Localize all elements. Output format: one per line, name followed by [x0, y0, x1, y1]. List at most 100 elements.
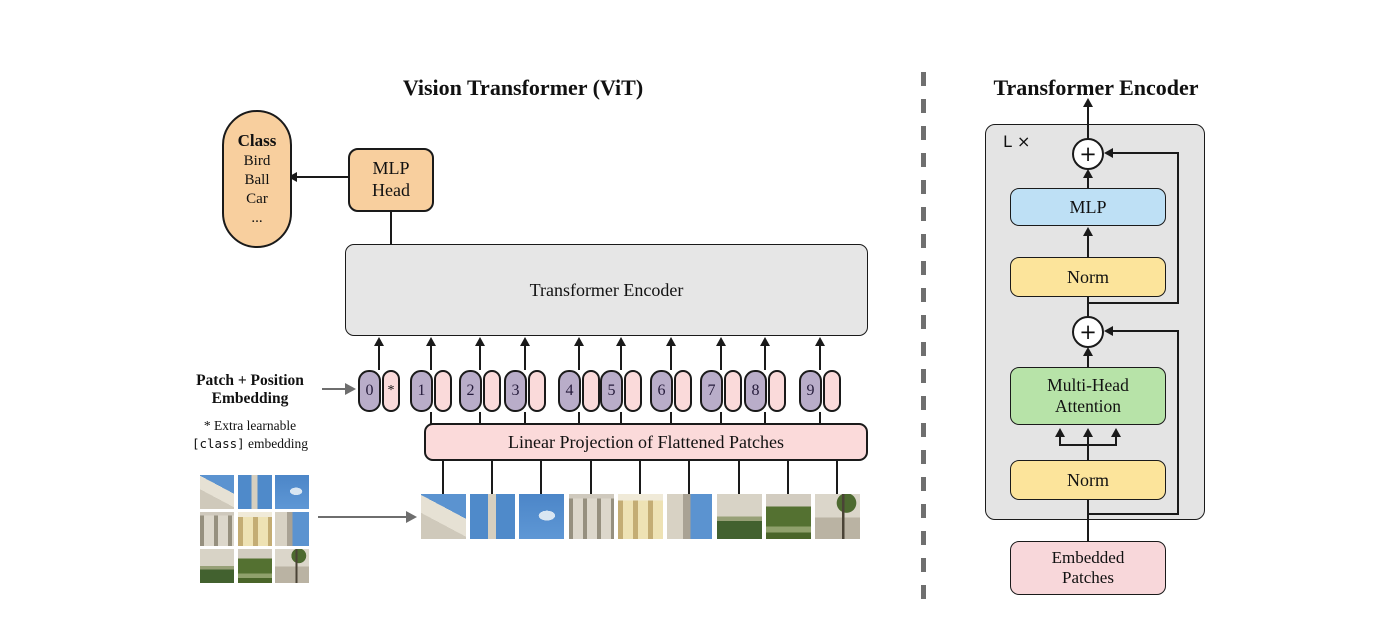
- norm-top-label: Norm: [1067, 266, 1109, 287]
- token-4: 4: [558, 370, 600, 412]
- residual-top-arrowhead: [1104, 147, 1113, 158]
- qkv-arrowhead: [1110, 428, 1121, 437]
- mlp-block: MLP: [1010, 188, 1166, 226]
- token-to-linear-line: [430, 412, 432, 424]
- token-to-linear-line: [620, 412, 622, 424]
- mlp-head-to-class-arrowhead: [288, 171, 297, 182]
- token-to-linear-line: [819, 412, 821, 424]
- mha-to-add-arrowhead: [1082, 347, 1093, 356]
- mlp-to-add-line: [1087, 177, 1089, 188]
- patch-image-yellow-palace-facade: [617, 494, 663, 539]
- mlp-block-label: MLP: [1069, 196, 1107, 217]
- patch-image-facade-and-hedge: [716, 494, 762, 539]
- token-position-pill: 5: [600, 370, 623, 412]
- embedded-patches-line: Patches: [1062, 568, 1114, 587]
- residual-bottom-branch: [1088, 513, 1179, 515]
- grid-patch-spire-and-sky: [237, 475, 272, 509]
- linear-projection-label: Linear Projection of Flattened Patches: [508, 431, 784, 452]
- mha-to-add-line: [1087, 355, 1089, 367]
- norm-block-top: Norm: [1010, 257, 1166, 297]
- patch-image-walkway-and-tree: [814, 494, 860, 539]
- norm-to-mlp-arrowhead: [1082, 227, 1093, 236]
- class-pill-heading: Class: [237, 130, 277, 150]
- grid-patch-yellow-palace-facade: [237, 512, 272, 546]
- qkv-stem: [1059, 437, 1061, 446]
- token-arrowhead-up: [665, 337, 676, 346]
- token-to-linear-line: [670, 412, 672, 424]
- linear-to-patch-line: [688, 461, 690, 494]
- mlp-head-line: Head: [372, 180, 410, 200]
- linear-projection-box: Linear Projection of Flattened Patches: [424, 423, 868, 461]
- token-arrowhead-up: [615, 337, 626, 346]
- token-position-pill: 9: [799, 370, 822, 412]
- mlp-to-add-arrowhead: [1082, 169, 1093, 178]
- left-figure-title: Vision Transformer (ViT): [402, 75, 644, 100]
- token-arrowhead-up: [519, 337, 530, 346]
- qkv-arrowhead: [1082, 428, 1093, 437]
- linear-to-patch-line: [590, 461, 592, 494]
- grid-to-patches-arrowhead: [406, 511, 417, 523]
- patch-image-cornice-and-sky: [420, 494, 466, 539]
- embedding-label-line: Embedding: [211, 390, 289, 408]
- norm-to-mlp-line: [1087, 235, 1089, 257]
- token-9: 9: [799, 370, 841, 412]
- residual-bottom-return: [1112, 330, 1179, 332]
- mlp-head-box: MLP Head: [348, 148, 434, 212]
- patch-image-sky-with-cloud: [518, 494, 564, 539]
- residual-top-side: [1177, 153, 1179, 304]
- token-arrowhead-up: [474, 337, 485, 346]
- token-3: 3: [504, 370, 546, 412]
- class-pill-item: Car: [246, 190, 268, 207]
- embedded-patches-box: Embedded Patches: [1010, 541, 1166, 595]
- class-output-pill: Class Bird Ball Car ...: [222, 110, 292, 248]
- grid-to-patches-line: [318, 515, 406, 519]
- token-patch-pill: *: [382, 370, 400, 412]
- token-arrowhead-up: [814, 337, 825, 346]
- residual-top-return: [1112, 152, 1179, 154]
- class-embedding-footnote: * Extra learnable [class] embedding: [160, 417, 340, 452]
- token-to-linear-line: [578, 412, 580, 424]
- grid-patch-garden-shrubs: [237, 549, 272, 583]
- linear-to-patch-line: [738, 461, 740, 494]
- embedding-label-line: Patch + Position: [196, 372, 304, 389]
- multi-head-attention-block: Multi-Head Attention: [1010, 367, 1166, 425]
- token-position-pill: 0: [358, 370, 381, 412]
- token-patch-pill: [624, 370, 642, 412]
- mlp-head-stem: [390, 212, 392, 244]
- token-7: 7: [700, 370, 742, 412]
- footnote-rest: embedding: [244, 435, 309, 451]
- token-to-linear-line: [479, 412, 481, 424]
- embedded-patches-line: Embedded: [1051, 547, 1125, 567]
- token-position-pill: 3: [504, 370, 527, 412]
- token-position-pill: 1: [410, 370, 433, 412]
- token-patch-pill: [674, 370, 692, 412]
- linear-to-patch-line: [442, 461, 444, 494]
- token-arrowhead-up: [715, 337, 726, 346]
- embedding-pointer-arrowhead: [345, 383, 356, 395]
- token-1: 1: [410, 370, 452, 412]
- grid-patch-tower-and-sky: [275, 512, 309, 546]
- token-arrow-line: [578, 346, 580, 370]
- grid-patch-cornice-and-sky: [200, 475, 234, 509]
- token-arrow-line: [670, 346, 672, 370]
- mlp-head-to-class-line: [296, 176, 348, 178]
- residual-bottom-side: [1177, 331, 1179, 515]
- linear-to-patch-line: [639, 461, 641, 494]
- patch-image-stone-facade: [568, 494, 614, 539]
- token-to-linear-line: [720, 412, 722, 424]
- token-position-pill: 4: [558, 370, 581, 412]
- token-position-pill: 6: [650, 370, 673, 412]
- residual-add-circle-top: +: [1072, 138, 1104, 170]
- patch-image-tower-and-sky: [666, 494, 712, 539]
- token-position-pill: 2: [459, 370, 482, 412]
- token-arrow-line: [378, 346, 380, 370]
- token-patch-pill: [823, 370, 841, 412]
- patch-image-garden-shrubs: [765, 494, 811, 539]
- patch-image-spire-and-sky: [469, 494, 515, 539]
- mha-label-line: Multi-Head: [1047, 375, 1129, 396]
- token-8: 8: [744, 370, 786, 412]
- token-arrowhead-up: [573, 337, 584, 346]
- layer-repeat-label: L ×: [1003, 132, 1031, 151]
- footnote-code: [class]: [191, 435, 245, 451]
